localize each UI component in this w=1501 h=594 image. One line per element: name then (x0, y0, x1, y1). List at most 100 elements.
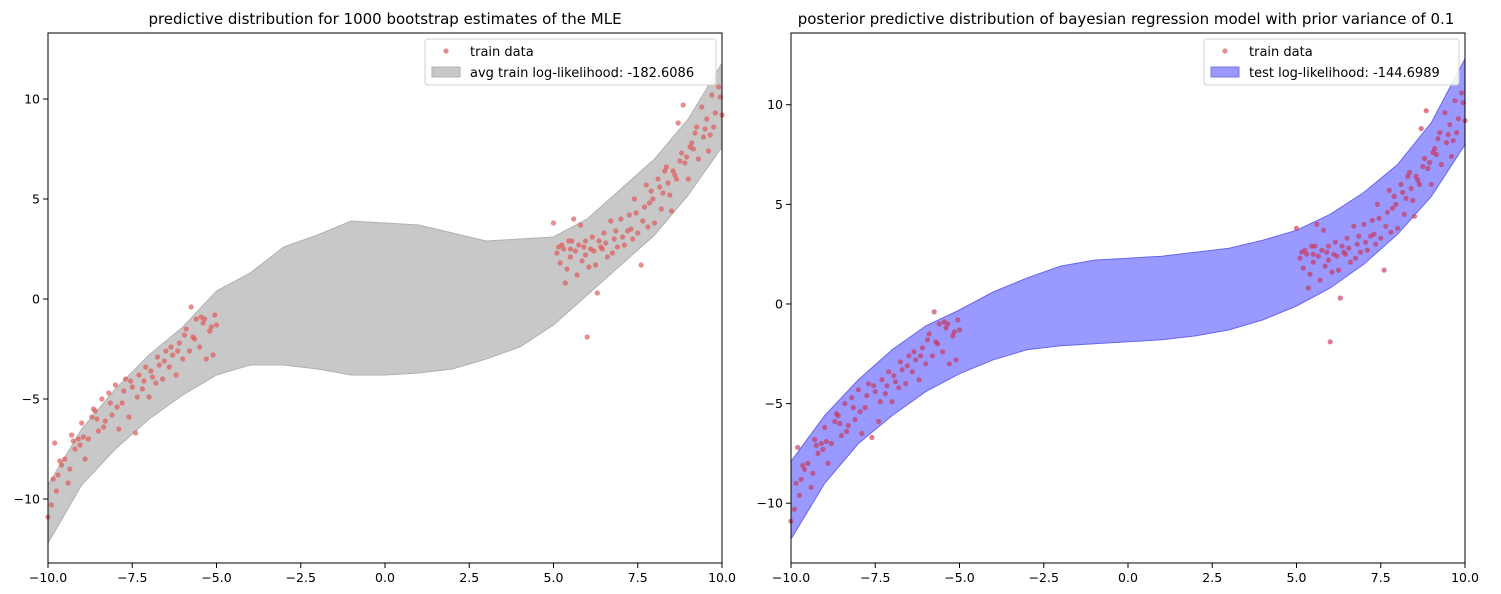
left-train-point (660, 190, 666, 196)
right-train-point (813, 442, 819, 448)
right-train-point (1400, 189, 1406, 195)
left-train-point (129, 384, 135, 390)
right-train-point (1310, 251, 1316, 257)
right-train-point (869, 434, 875, 441)
right-train-point (1381, 267, 1387, 273)
right-train-point (1384, 209, 1391, 215)
left-train-point (604, 254, 611, 260)
left-train-point (594, 290, 600, 296)
left-train-point (652, 220, 658, 226)
left-train-point (80, 434, 86, 440)
right-train-point (842, 401, 848, 407)
left-train-point (181, 332, 188, 338)
left-train-point (576, 242, 582, 248)
right-train-point (1442, 110, 1448, 116)
right-legend-label-0: train data (1249, 45, 1313, 60)
right-train-point (1315, 253, 1321, 259)
right-train-point (1376, 215, 1382, 221)
left-train-point (149, 374, 156, 380)
left-train-point (52, 440, 58, 446)
right-chart-title: posterior predictive distribution of bay… (798, 10, 1455, 28)
right-train-point (1314, 221, 1320, 227)
left-train-point (212, 312, 218, 318)
right-train-point (1325, 257, 1332, 263)
left-train-point (684, 154, 690, 160)
right-x-ticks: −10.0 −7.5 −5.0 −2.5 0.0 2.5 5.0 7.5 10.0 (772, 563, 1479, 585)
left-legend-marker (443, 48, 449, 54)
left-train-point (567, 246, 574, 252)
right-train-point (940, 349, 946, 355)
right-train-point (872, 389, 878, 395)
right-train-point (946, 361, 953, 367)
right-train-point (810, 470, 816, 476)
left-train-point (50, 476, 56, 482)
right-train-point (812, 436, 818, 443)
left-train-point (203, 356, 209, 362)
right-train-point (1319, 247, 1325, 253)
left-train-point (180, 356, 186, 362)
left-train-point (668, 208, 675, 214)
right-legend: train data test log-likelihood: -144.698… (1203, 38, 1460, 86)
left-train-point (163, 348, 169, 354)
right-train-point (1438, 161, 1444, 168)
right-train-point (1383, 223, 1389, 229)
left-train-point (208, 324, 214, 330)
left-train-point (618, 216, 624, 222)
right-train-point (1304, 251, 1310, 257)
right-train-point (1395, 225, 1401, 231)
right-y-tick-label: 0 (775, 296, 783, 311)
left-train-point (582, 238, 589, 244)
right-train-point (1293, 225, 1300, 231)
right-train-point (919, 345, 926, 351)
left-train-point (690, 146, 697, 152)
right-train-point (793, 480, 799, 486)
left-train-point (702, 126, 708, 132)
left-train-point (53, 488, 60, 494)
right-x-tick-label: 5.0 (1287, 570, 1307, 585)
left-train-point (608, 218, 614, 224)
left-x-tick-label: 10.0 (708, 570, 736, 585)
left-train-point (699, 104, 705, 110)
left-train-point (109, 412, 115, 418)
right-train-point (1342, 251, 1348, 257)
right-train-point (929, 353, 936, 359)
left-train-point (166, 364, 172, 370)
right-train-point (1389, 205, 1396, 211)
left-train-point (154, 354, 161, 360)
left-train-point (173, 372, 179, 378)
right-train-point (1317, 277, 1323, 283)
left-train-point (582, 252, 589, 258)
left-train-point (160, 376, 166, 382)
left-x-tick-label: 7.5 (628, 570, 648, 585)
left-train-point (596, 238, 602, 244)
left-train-point (662, 168, 668, 174)
left-train-point (707, 132, 713, 138)
right-train-point (828, 440, 835, 447)
right-train-point (801, 466, 808, 472)
left-train-point (557, 260, 563, 266)
left-x-tick-label: −10.0 (29, 570, 67, 585)
right-points-layer (788, 90, 1468, 524)
left-train-point (614, 244, 621, 250)
left-legend-label-0: train data (470, 45, 534, 60)
right-train-point (1443, 140, 1450, 146)
right-train-point (1300, 265, 1306, 271)
left-train-point (134, 394, 140, 400)
right-train-point (1403, 195, 1409, 201)
left-train-point (650, 196, 656, 202)
right-train-point (1346, 245, 1352, 251)
right-train-point (936, 321, 942, 327)
right-train-point (1432, 146, 1438, 152)
left-train-point (186, 348, 193, 354)
left-y-tick-label: −5 (22, 392, 40, 407)
left-train-point (126, 414, 132, 420)
right-train-point (852, 416, 858, 423)
left-y-tick-label: 5 (32, 192, 40, 207)
left-train-point (694, 124, 700, 130)
right-train-point (1425, 165, 1431, 172)
right-train-point (926, 331, 932, 337)
left-x-tick-label: −2.5 (286, 570, 316, 585)
right-train-point (956, 327, 963, 333)
